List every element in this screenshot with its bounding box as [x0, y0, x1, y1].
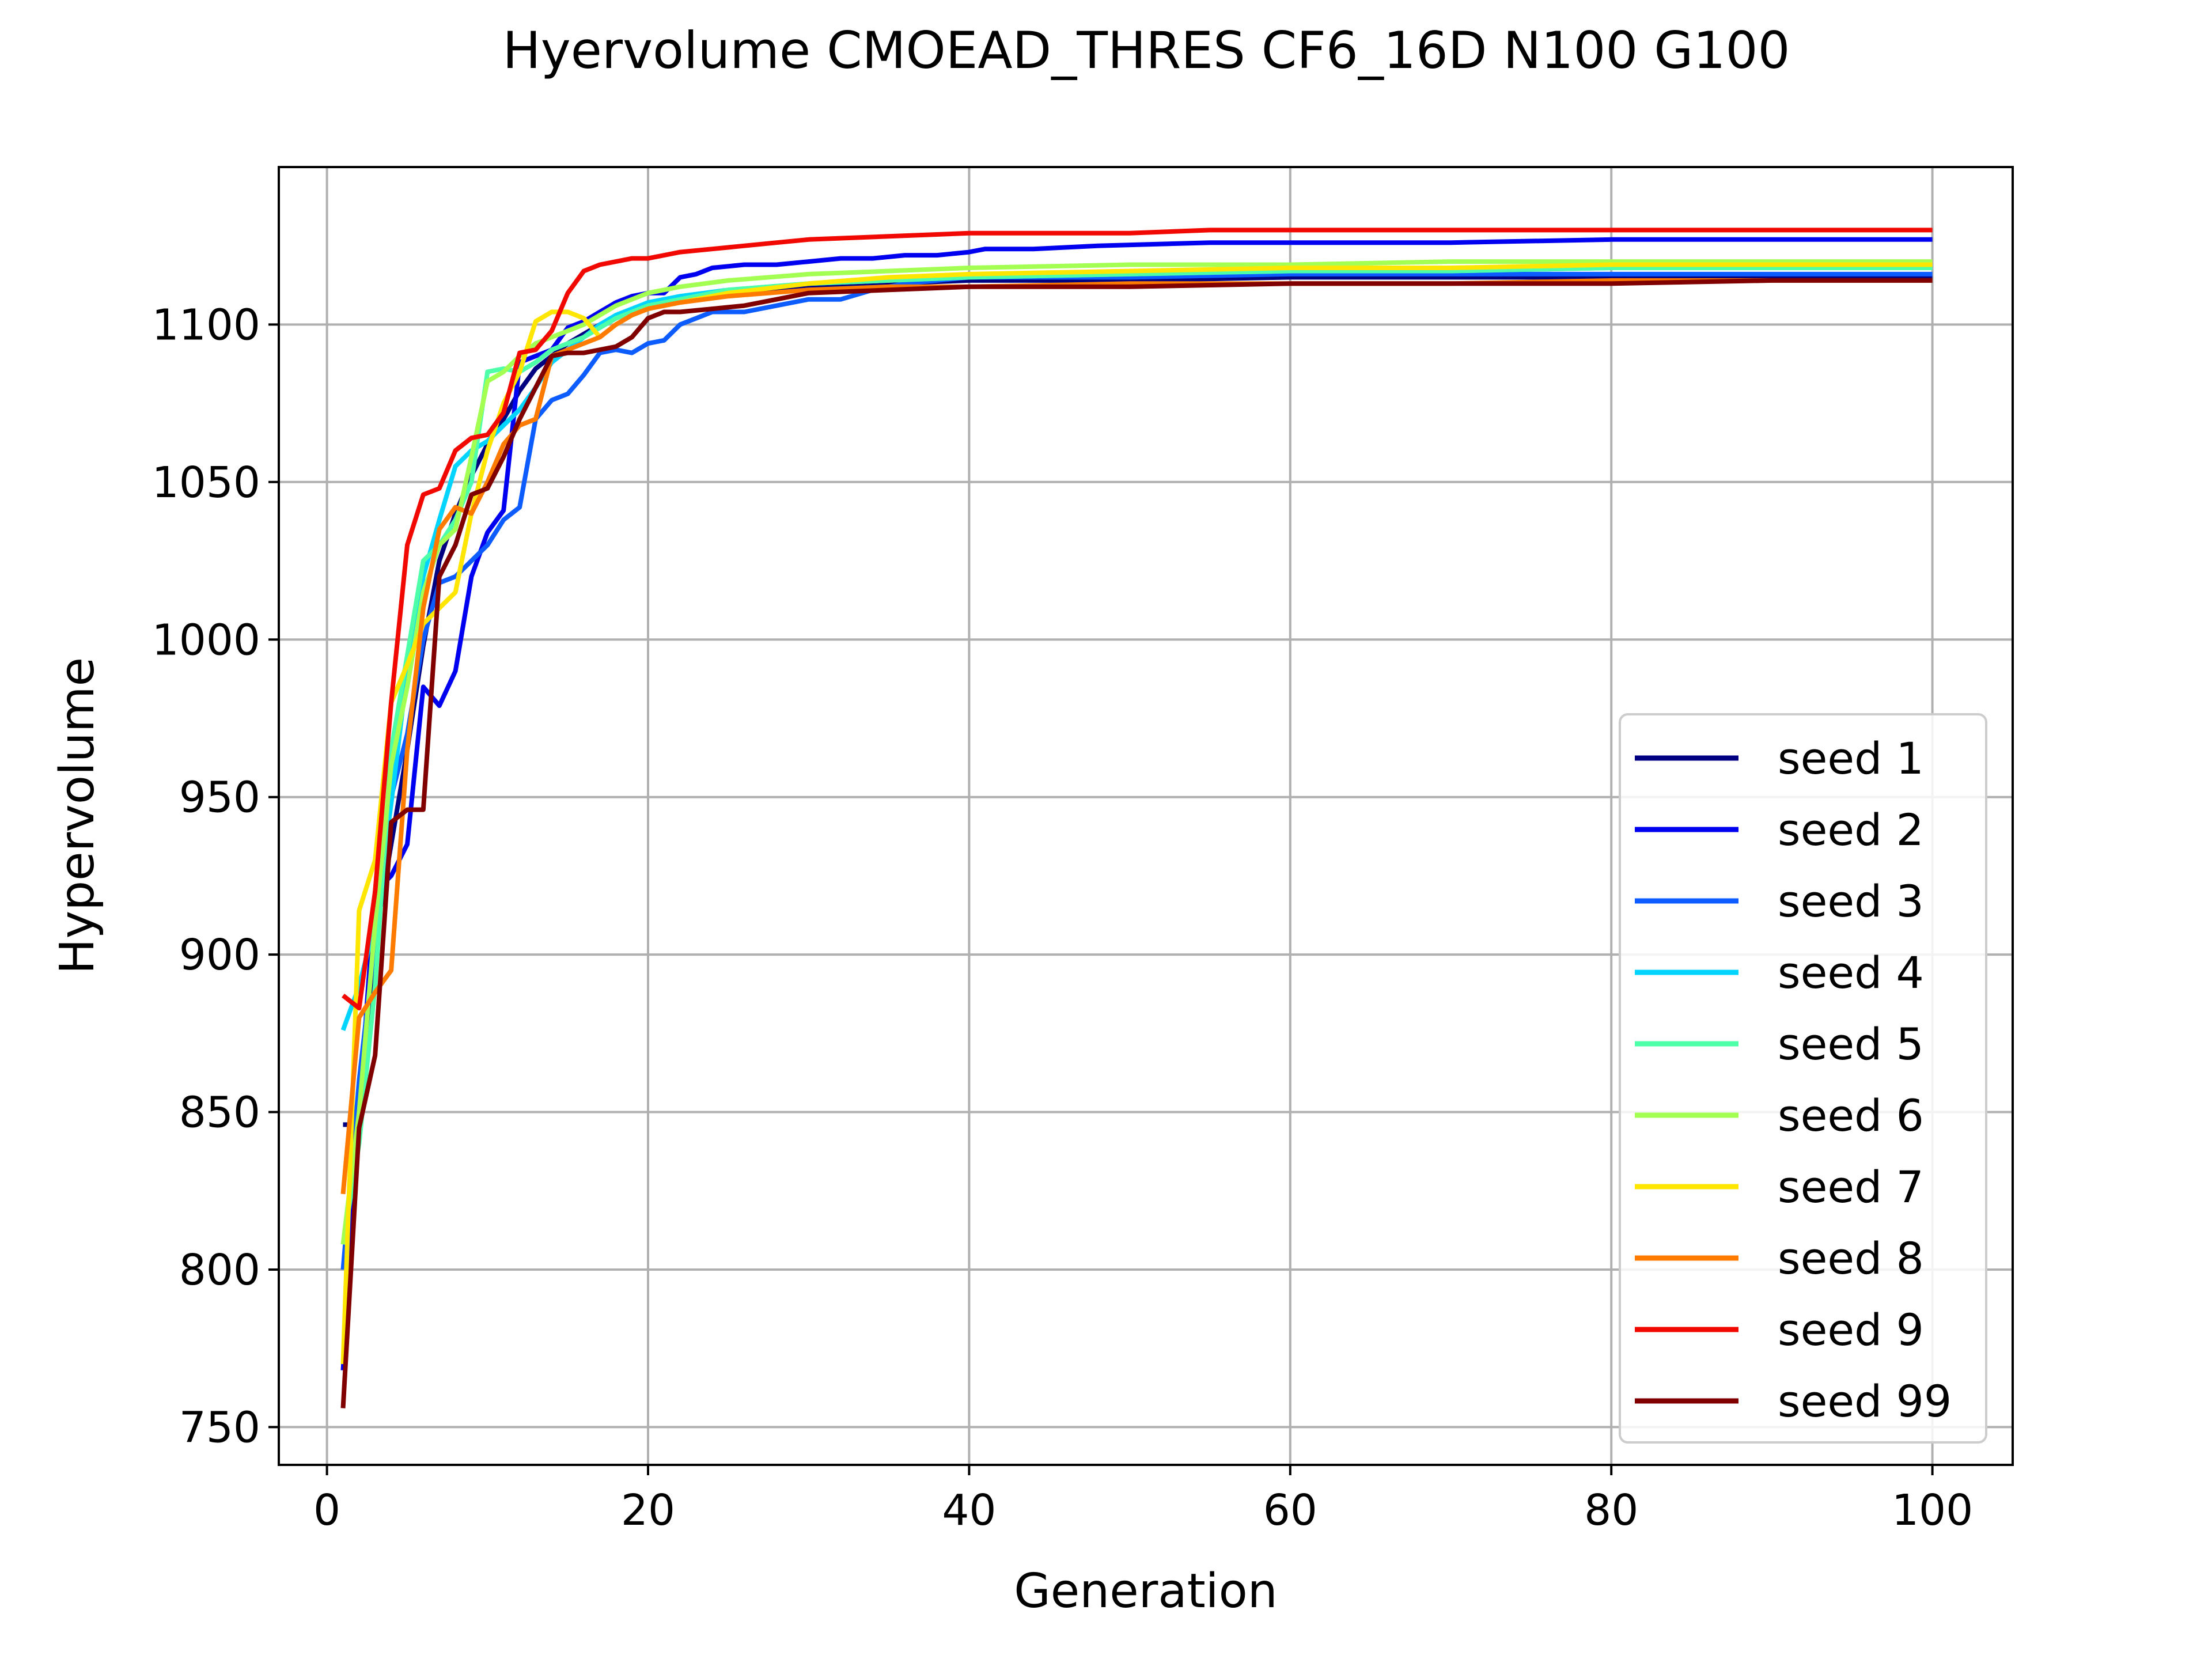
y-tick-label: 800 — [179, 1245, 260, 1295]
legend-label: seed 3 — [1778, 876, 1924, 927]
x-tick-label: 100 — [1892, 1486, 1973, 1535]
series-line-seed-2 — [340, 237, 1933, 1371]
legend-label: seed 7 — [1778, 1161, 1924, 1213]
y-tick-label: 850 — [179, 1088, 260, 1138]
y-tick-label: 1000 — [152, 615, 260, 665]
y-axis-label: Hypervolume — [50, 657, 105, 974]
y-tick-label: 750 — [179, 1403, 260, 1452]
series-lines — [340, 228, 1933, 1408]
legend-label: seed 99 — [1778, 1376, 1952, 1427]
series-line-seed-8 — [340, 278, 1933, 1195]
y-tick-label: 950 — [179, 773, 260, 823]
series-line-seed-6 — [340, 259, 1933, 1245]
y-tick-label: 1050 — [152, 458, 260, 507]
legend-label: seed 5 — [1778, 1018, 1924, 1070]
x-axis-label: Generation — [1014, 1564, 1277, 1619]
legend-label: seed 1 — [1778, 733, 1924, 784]
chart-title: Hyervolume CMOEAD_THRES CF6_16D N100 G10… — [503, 21, 1790, 80]
legend: seed 1 seed 2 seed 3 seed 4 seed 5 seed 6 seed… — [1619, 713, 1987, 1444]
x-tick-label: 80 — [1584, 1486, 1638, 1535]
legend-label: seed 4 — [1778, 947, 1924, 998]
y-tick-label: 900 — [179, 930, 260, 980]
x-tick-label: 60 — [1263, 1486, 1317, 1535]
legend-label: seed 2 — [1778, 804, 1924, 855]
legend-label: seed 9 — [1778, 1304, 1924, 1355]
series-line-seed-9 — [342, 228, 1933, 1011]
x-tick-label: 40 — [942, 1486, 996, 1535]
legend-label: seed 6 — [1778, 1090, 1924, 1141]
axis-ticks: 0 20 40 60 80 100 750 800 850 900 950 1000 1050 1100 — [152, 300, 1974, 1535]
plot-frame — [278, 166, 2014, 1466]
x-tick-label: 20 — [621, 1486, 675, 1535]
series-line-seed-5 — [340, 266, 1933, 1245]
y-tick-label: 1100 — [152, 300, 260, 350]
x-tick-label: 0 — [313, 1486, 340, 1535]
series-line-seed-99 — [340, 278, 1933, 1408]
legend-label: seed 8 — [1778, 1233, 1924, 1284]
